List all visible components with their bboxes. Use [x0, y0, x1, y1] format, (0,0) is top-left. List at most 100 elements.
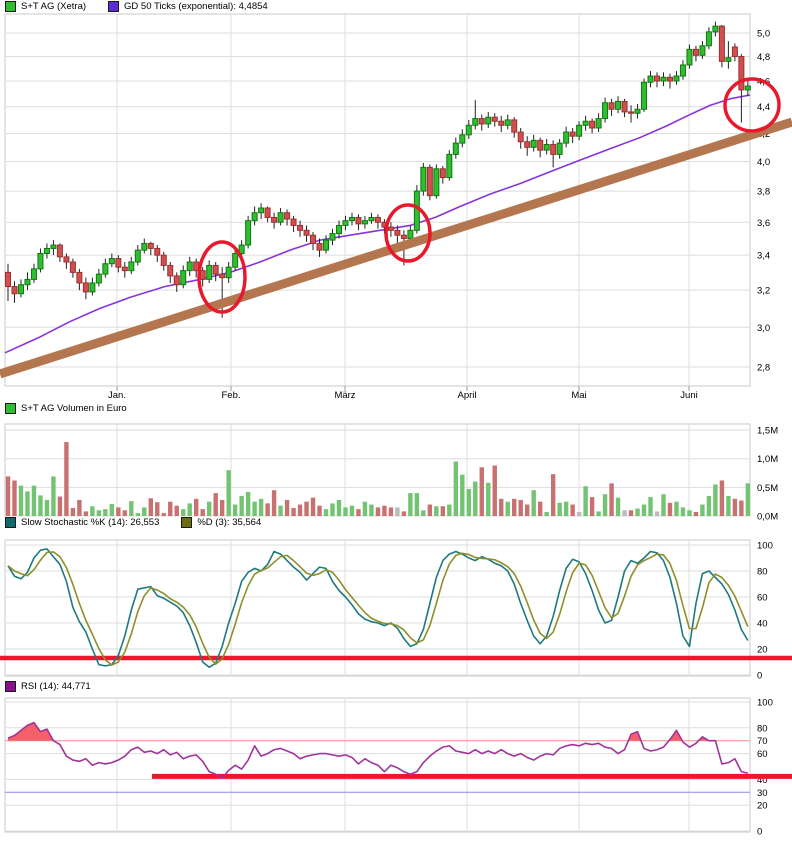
candle-up — [595, 118, 602, 129]
candle-up — [485, 116, 492, 125]
volume-bar — [278, 505, 283, 516]
candle-down — [310, 234, 317, 244]
candle-up — [225, 266, 232, 279]
volume-bar — [713, 484, 718, 516]
candle-down — [5, 271, 11, 288]
candle-down — [550, 144, 557, 155]
volume-bar — [602, 494, 608, 516]
volume-bar — [362, 501, 368, 516]
svg-text:0: 0 — [757, 827, 762, 838]
candle-up — [705, 31, 712, 47]
candle-down — [426, 166, 433, 197]
candle-down — [56, 244, 63, 258]
annotation-circle — [197, 240, 247, 314]
volume-bar — [83, 511, 89, 516]
volume-bar — [473, 481, 478, 516]
volume-bar — [18, 485, 24, 516]
candle-down — [654, 75, 660, 82]
volume-bar — [213, 493, 218, 516]
svg-text:40: 40 — [757, 619, 768, 630]
volume-bar — [622, 510, 627, 516]
candle-up — [95, 273, 102, 284]
candle-down — [498, 120, 505, 126]
stochastic-k-label: Slow Stochastic %K (14): 26,553 — [21, 517, 160, 528]
volume-bar — [641, 504, 647, 516]
gd50-swatch — [108, 1, 120, 12]
volume-bar — [576, 511, 582, 516]
candle-down — [400, 234, 407, 239]
volume-bar — [109, 503, 115, 516]
volume-bar — [518, 499, 523, 516]
y-axis-labels: 5,04,84,64,44,24,03,83,63,43,23,02,81,5M… — [757, 29, 778, 838]
svg-text:Jan.: Jan. — [108, 390, 126, 401]
main-chart-legend: S+T AG (Xetra) GD 50 Ticks (exponential)… — [5, 1, 268, 12]
svg-text:2,8: 2,8 — [757, 363, 770, 374]
candle-up — [50, 244, 57, 249]
candle-down — [738, 56, 745, 91]
candle-down — [11, 286, 18, 295]
volume-bar — [434, 506, 439, 516]
candle-down — [284, 212, 291, 220]
volume-bar — [661, 494, 666, 516]
candle-up — [102, 263, 109, 275]
candle-down — [628, 111, 635, 114]
volume-bar — [739, 500, 744, 516]
candle-up — [277, 212, 284, 223]
volume-bar — [466, 489, 471, 516]
volume-bar — [531, 490, 536, 516]
volume-bar — [635, 508, 640, 516]
volume-bar — [64, 442, 69, 516]
candle-up — [673, 75, 680, 82]
candle-down — [271, 216, 278, 223]
svg-text:4,0: 4,0 — [757, 157, 770, 168]
volume-bar — [674, 501, 679, 516]
volume-bar — [369, 504, 374, 516]
svg-text:März: März — [334, 390, 355, 401]
candle-up — [679, 64, 686, 77]
candle-up — [712, 25, 719, 33]
rsi-label: RSI (14): 44,771 — [21, 681, 91, 692]
price-series-label: S+T AG (Xetra) — [21, 1, 87, 12]
volume-bar — [440, 506, 446, 516]
volume-bar — [537, 501, 543, 516]
volume-bar — [31, 485, 37, 516]
volume-bar — [271, 490, 277, 516]
volume-bar — [148, 498, 153, 516]
candle-down — [374, 216, 381, 223]
volume-bar — [323, 509, 329, 516]
month-axis: Jan. Feb. März April Mai Juni — [108, 386, 698, 401]
candle-up — [465, 124, 472, 136]
trend-line — [0, 117, 792, 379]
volume-bar — [174, 505, 179, 516]
volume-bar — [732, 498, 738, 516]
volume-bar — [570, 504, 575, 516]
candle-down — [290, 218, 297, 226]
candle-down — [517, 131, 524, 143]
volume-bar — [252, 501, 257, 516]
price-series-swatch — [5, 1, 16, 12]
candle-up — [660, 76, 667, 82]
volume-bar — [706, 495, 712, 516]
candle-up — [335, 224, 342, 235]
candle-up — [641, 81, 648, 110]
stochastic-legend: Slow Stochastic %K (14): 26,553 %D (3): … — [5, 517, 261, 528]
svg-text:0,5M: 0,5M — [757, 483, 778, 494]
svg-text:60: 60 — [757, 749, 768, 760]
candle-up — [258, 207, 265, 214]
candle-down — [589, 120, 596, 129]
candle-up — [30, 268, 37, 280]
candle-down — [666, 76, 673, 82]
candle-down — [316, 242, 323, 251]
volume-bar — [563, 501, 569, 516]
volume-bar — [589, 497, 595, 516]
volume-bar — [77, 499, 82, 516]
candle-down — [608, 102, 615, 110]
volume-bar — [135, 513, 140, 516]
candle-down — [173, 275, 180, 286]
volume-bar — [719, 480, 725, 516]
svg-text:5,0: 5,0 — [757, 29, 770, 40]
candle-up — [530, 139, 537, 148]
annotation-circle — [384, 203, 432, 263]
volume-legend: S+T AG Volumen in Euro — [5, 403, 127, 414]
